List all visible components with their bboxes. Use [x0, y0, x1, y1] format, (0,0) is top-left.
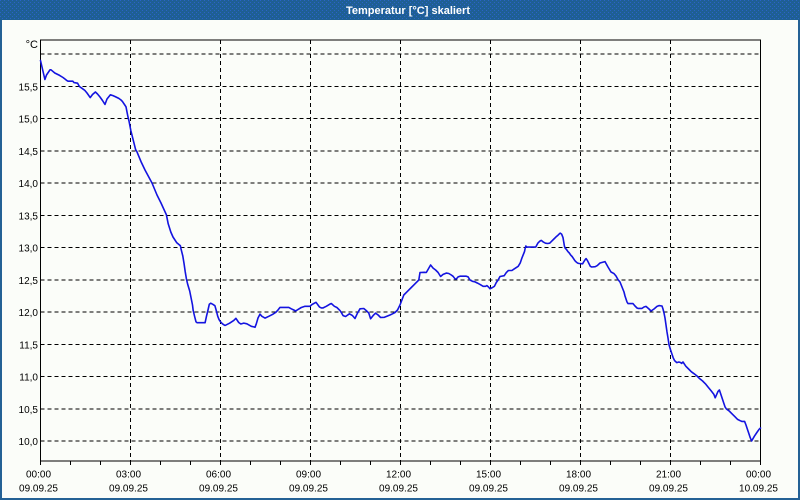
svg-text:09.09.25: 09.09.25 — [289, 484, 328, 495]
svg-text:11,0: 11,0 — [19, 373, 38, 384]
svg-text:00:00: 00:00 — [26, 470, 51, 481]
svg-text:12:00: 12:00 — [386, 470, 411, 481]
svg-text:10,5: 10,5 — [19, 405, 39, 416]
svg-text:06:00: 06:00 — [206, 470, 231, 481]
svg-text:10,0: 10,0 — [19, 437, 39, 448]
svg-text:°C: °C — [26, 39, 38, 51]
svg-text:13,5: 13,5 — [19, 211, 39, 222]
svg-text:15:00: 15:00 — [476, 470, 501, 481]
svg-text:00:00: 00:00 — [746, 470, 771, 481]
svg-text:09.09.25: 09.09.25 — [469, 484, 508, 495]
svg-text:13,0: 13,0 — [19, 244, 39, 255]
svg-text:09.09.25: 09.09.25 — [379, 484, 418, 495]
svg-text:Temperatur [°C] skaliert: Temperatur [°C] skaliert — [346, 5, 470, 17]
svg-text:09.09.25: 09.09.25 — [199, 484, 238, 495]
svg-text:18:00: 18:00 — [566, 470, 591, 481]
svg-text:09:00: 09:00 — [296, 470, 321, 481]
svg-text:12,5: 12,5 — [19, 276, 39, 287]
svg-text:12,0: 12,0 — [19, 308, 39, 319]
svg-text:11,5: 11,5 — [19, 340, 38, 351]
svg-text:03:00: 03:00 — [116, 470, 141, 481]
svg-text:10.09.25: 10.09.25 — [739, 484, 778, 495]
svg-text:09.09.25: 09.09.25 — [19, 484, 58, 495]
svg-text:09.09.25: 09.09.25 — [649, 484, 688, 495]
svg-text:15,5: 15,5 — [19, 82, 39, 93]
svg-text:14,5: 14,5 — [19, 147, 39, 158]
svg-text:21:00: 21:00 — [656, 470, 681, 481]
svg-text:09.09.25: 09.09.25 — [559, 484, 598, 495]
svg-text:09.09.25: 09.09.25 — [109, 484, 148, 495]
svg-text:15,0: 15,0 — [19, 115, 39, 126]
svg-text:14,0: 14,0 — [19, 179, 39, 190]
